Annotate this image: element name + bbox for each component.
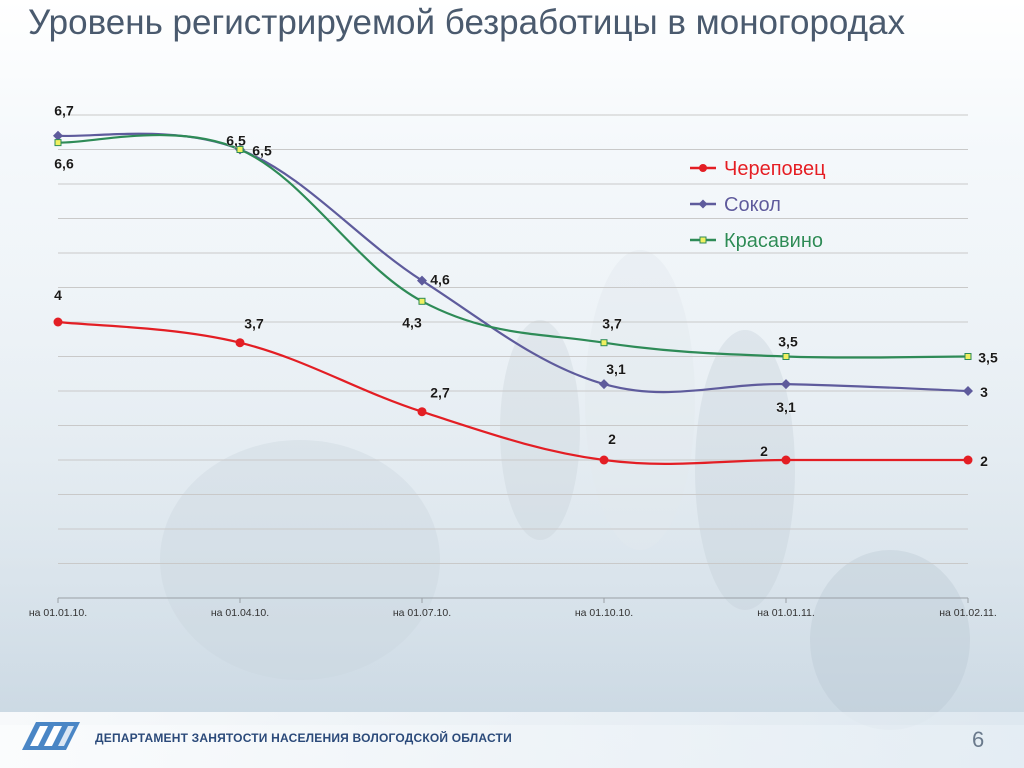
data-point — [964, 353, 972, 360]
legend-label: Красавино — [724, 230, 823, 252]
series-line — [57, 320, 968, 465]
data-label: 4,6 — [430, 272, 450, 288]
series-line — [57, 132, 969, 394]
data-label: 2 — [760, 443, 768, 459]
data-point — [417, 275, 427, 286]
x-tick-label: на 01.01.11. — [757, 607, 815, 619]
data-point — [417, 407, 427, 417]
data-point — [963, 455, 973, 465]
footer-bar — [0, 712, 1024, 768]
x-tick-label: на 01.01.10. — [29, 607, 87, 619]
data-label: 2 — [980, 453, 988, 469]
data-label: 3 — [980, 384, 988, 400]
data-label: 2 — [608, 431, 616, 447]
x-axis: на 01.01.10. на 01.04.10. на 01.07.10. на 0… — [29, 597, 997, 619]
series-line — [57, 134, 969, 359]
data-label: 3,7 — [602, 316, 622, 332]
x-tick-label: на 01.02.11. — [939, 607, 997, 619]
data-label: 6,6 — [54, 156, 74, 172]
x-tick-label: на 01.07.10. — [393, 607, 451, 619]
legend-marker — [699, 164, 707, 172]
x-tick-label: на 01.04.10. — [211, 607, 269, 619]
data-point — [782, 353, 790, 360]
data-point — [235, 338, 245, 348]
data-point — [236, 146, 244, 153]
series-lines — [53, 130, 973, 465]
data-point — [53, 317, 63, 327]
department-logo — [22, 722, 80, 750]
data-point — [599, 455, 609, 465]
legend-marker — [698, 199, 708, 209]
legend-label: Сокол — [724, 194, 781, 216]
data-point — [54, 139, 62, 147]
data-label: 6,5 — [252, 143, 272, 159]
legend: Череповец Сокол Красавино — [690, 158, 826, 252]
data-label: 6,7 — [54, 103, 74, 119]
data-label: 3,5 — [778, 334, 798, 350]
data-label: 3,7 — [244, 316, 264, 332]
data-label: 3,1 — [776, 399, 796, 415]
data-point — [53, 130, 63, 141]
data-point — [599, 379, 609, 390]
grid-lines — [58, 114, 968, 564]
page-number: 6 — [972, 727, 985, 752]
data-point — [781, 379, 791, 390]
data-label: 4,3 — [402, 314, 422, 330]
data-point — [418, 297, 426, 305]
data-point — [963, 386, 973, 396]
data-point — [781, 455, 791, 465]
data-label: 6,5 — [226, 133, 246, 149]
data-point — [600, 339, 608, 347]
legend-marker — [699, 236, 707, 244]
x-tick-label: на 01.10.10. — [575, 607, 633, 619]
data-label: 2,7 — [430, 385, 450, 401]
data-label: 3,1 — [606, 361, 626, 377]
slide-title: Уровень регистрируемой безработицы в мон… — [28, 3, 906, 42]
line-chart: на 01.01.10. на 01.04.10. на 01.07.10. на 0… — [29, 102, 998, 619]
legend-label: Череповец — [724, 158, 826, 180]
data-labels: 4 3,7 2,7 2 2 2 6,7 6,5 4,6 3,1 3,1 3 6,6 6,5 4,3 3,7 3,… — [54, 102, 998, 469]
data-label: 3,5 — [978, 350, 998, 366]
data-label: 4 — [54, 287, 62, 303]
department-name: ДЕПАРТАМЕНТ ЗАНЯТОСТИ НАСЕЛЕНИЯ ВОЛОГОДС… — [95, 731, 512, 745]
